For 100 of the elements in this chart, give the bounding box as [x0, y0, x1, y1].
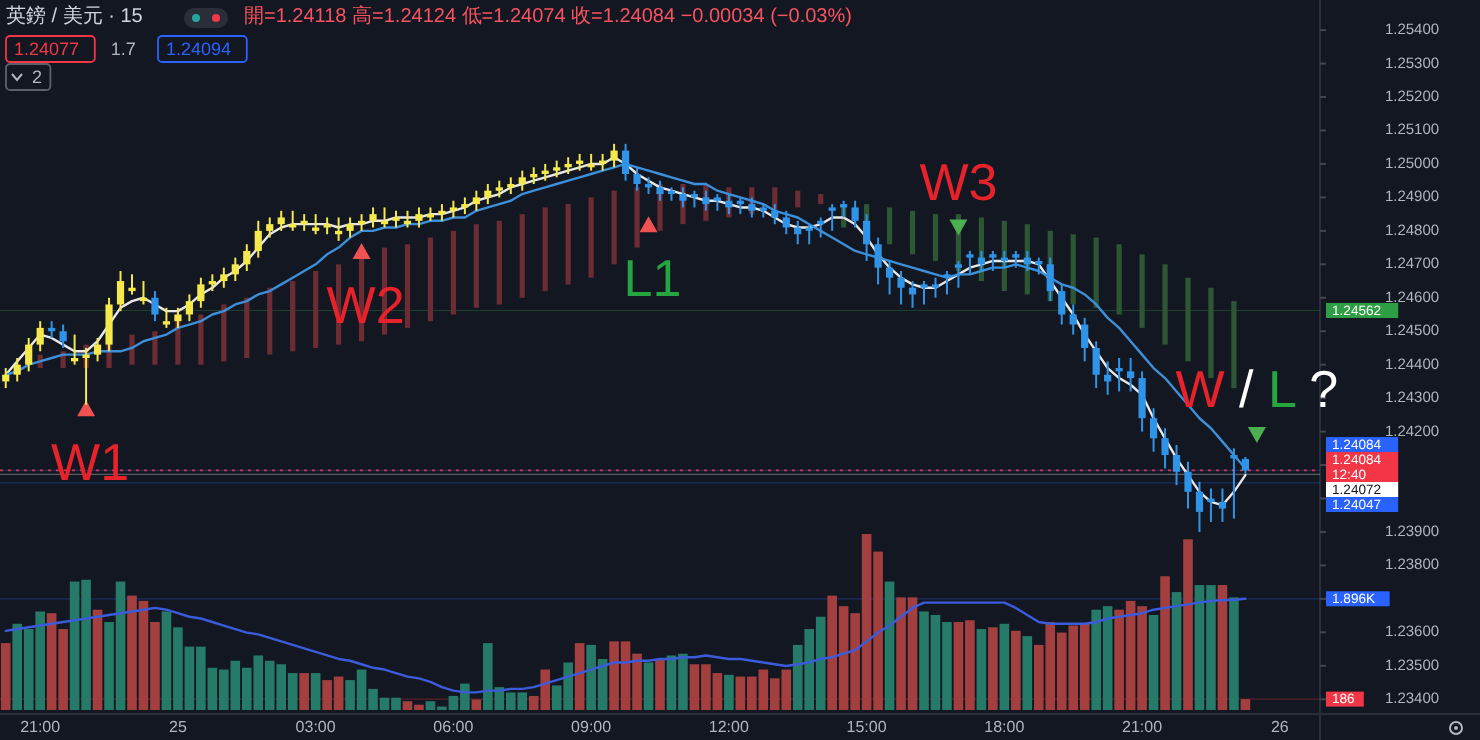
point [77, 400, 96, 417]
bar [427, 237, 434, 322]
bar [574, 643, 585, 711]
candlestick [1081, 316, 1089, 363]
bar [1148, 614, 1159, 711]
annotation: W / L ? [1175, 358, 1339, 419]
x-tick-label: 09:00 [571, 718, 613, 737]
candlestick [518, 169, 526, 192]
bar [611, 190, 617, 265]
bar [643, 662, 654, 711]
candlestick [1058, 283, 1066, 326]
bar [886, 207, 893, 245]
candlestick [943, 270, 951, 296]
point [639, 216, 658, 233]
bar [496, 220, 502, 305]
chart-title: 英鎊 / 美元 · 15 [6, 4, 144, 28]
bar [655, 658, 665, 711]
candlestick [1184, 460, 1192, 510]
candlestick [1161, 427, 1169, 470]
candlestick [369, 206, 377, 229]
bar [1162, 264, 1168, 345]
bar [404, 244, 411, 328]
bar [1183, 539, 1193, 711]
point [1247, 426, 1266, 443]
candlestick [254, 219, 262, 259]
bar [1139, 254, 1145, 328]
candlestick [415, 206, 423, 229]
candlestick [197, 276, 205, 309]
bar [519, 214, 525, 298]
candlestick [989, 249, 997, 273]
candlestick [128, 273, 136, 296]
x-tick-label: 12:00 [708, 718, 750, 737]
bar [1171, 592, 1182, 711]
x-tick-label: 18:00 [984, 718, 1026, 737]
bar [1070, 234, 1076, 305]
candlestick [116, 270, 125, 313]
x-tick-label: 21:00 [1122, 718, 1164, 737]
bar [299, 673, 309, 711]
bar [290, 281, 296, 352]
bar [267, 287, 273, 355]
candlestick [25, 336, 33, 373]
candlestick [1218, 487, 1227, 523]
bar [152, 331, 158, 365]
bar [450, 230, 456, 315]
bar [909, 210, 916, 255]
bar [1011, 630, 1021, 711]
chart-subtitle: 開=1.24118 高=1.24124 低=1.24074 收=1.24084 −0.00034 (−0.03%) [244, 4, 852, 28]
x-tick-label: 03:00 [295, 718, 337, 737]
candlestick [266, 216, 274, 239]
candlestick [897, 270, 905, 306]
candlestick [13, 357, 21, 383]
candlestick [621, 142, 630, 182]
bar [0, 643, 11, 711]
candlestick [920, 280, 928, 306]
candlestick [185, 293, 193, 323]
candlestick [93, 336, 102, 363]
bar [1217, 585, 1228, 711]
annotation: 2 [32, 67, 43, 88]
bar [129, 334, 135, 365]
bar [818, 194, 824, 205]
candlestick [1149, 407, 1158, 453]
candlestick [1207, 487, 1215, 523]
bar [1229, 597, 1239, 711]
candlestick [931, 276, 940, 299]
bar [92, 609, 103, 711]
bar [471, 699, 482, 711]
bar [976, 629, 987, 711]
candlestick [1230, 447, 1238, 520]
point [949, 219, 968, 236]
bar [1185, 277, 1191, 362]
candlestick [1092, 340, 1100, 390]
candlestick [885, 259, 894, 296]
bar [221, 304, 227, 362]
candlestick [874, 236, 882, 286]
bar [988, 627, 998, 711]
bar [724, 674, 734, 711]
bar [198, 314, 204, 365]
x-tick-label: 06:00 [433, 718, 475, 737]
candlestick [1195, 480, 1204, 533]
bar [244, 297, 250, 358]
bar [884, 581, 895, 711]
bar [932, 214, 939, 261]
annotation: W1 [51, 432, 130, 493]
point [352, 242, 371, 259]
annotation: W2 [326, 274, 405, 335]
bar [999, 623, 1010, 711]
x-tick-label: 25 [169, 718, 188, 737]
candlestick [346, 216, 354, 239]
candlestick [243, 243, 251, 273]
candlestick [1172, 443, 1181, 487]
bar [1093, 237, 1099, 308]
candlestick [231, 256, 239, 283]
candlestick [472, 189, 480, 212]
candlestick [851, 199, 859, 229]
candlestick [782, 209, 790, 236]
bar [1231, 301, 1237, 389]
candlestick [828, 203, 836, 232]
candlestick [277, 209, 285, 232]
candlestick [36, 320, 44, 353]
x-tick-label: 26 [1270, 718, 1290, 737]
